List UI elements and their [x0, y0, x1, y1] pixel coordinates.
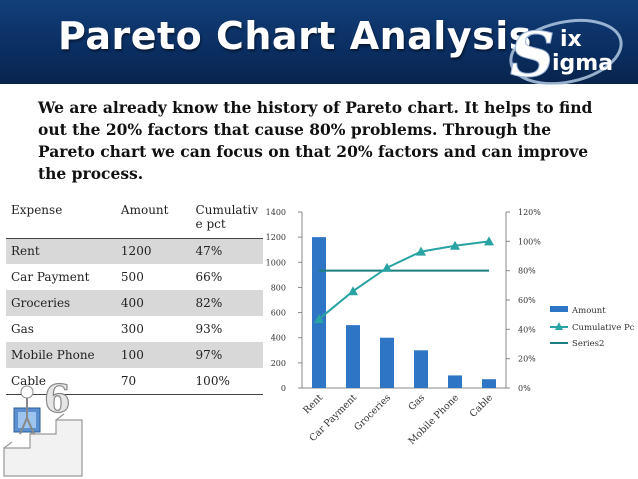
table-header-row: Expense Amount Cumulativ e pct: [6, 200, 263, 238]
y-left-tick-label: 600: [271, 309, 286, 318]
svg-text:6: 6: [44, 378, 70, 421]
y-right-tick-label: 100%: [518, 237, 541, 246]
y-right-tick-label: 60%: [518, 296, 536, 305]
y-left-tick-label: 1400: [266, 208, 286, 217]
cell-expense: Rent: [11, 244, 40, 259]
y-left-tick-label: 800: [271, 283, 286, 292]
legend-label-cumulative: Cumulative Pct: [572, 323, 634, 333]
cell-cumulative-pct: 93%: [195, 322, 223, 336]
cumulative-pct-marker: [484, 236, 494, 246]
cell-expense: Gas: [11, 322, 34, 336]
cell-expense: Groceries: [11, 296, 71, 310]
svg-text:ix: ix: [560, 27, 582, 52]
cell-expense: Cable: [11, 373, 46, 388]
legend-swatch-amount: [550, 306, 568, 312]
bar-car-payment: [346, 325, 360, 388]
y-right-tick-label: 120%: [518, 208, 541, 217]
cumulative-pct-marker: [314, 314, 324, 324]
table-row: Groceries 400 82%: [6, 290, 263, 316]
cumulative-pct-marker: [416, 246, 426, 256]
cell-amount: 300: [120, 322, 144, 336]
cumulative-pct-marker: [348, 286, 358, 296]
cumulative-pct-marker: [382, 262, 392, 272]
column-header-cumulative-pct: Cumulativ e pct: [195, 203, 258, 231]
table-row: Rent 1200 47%: [6, 238, 263, 264]
pareto-chart: 0 200 400 600 800 1000 1200 1400 0% 20% 40% 60% 80% 1…: [266, 208, 634, 447]
cumulative-pct-marker: [450, 240, 460, 250]
y-right-tick-label: 80%: [518, 267, 536, 276]
svg-text:igma: igma: [552, 51, 613, 76]
table-row: Cable 70 100%: [6, 368, 263, 394]
y-right-tick-label: 0%: [518, 384, 531, 393]
bar-rent: [312, 237, 326, 388]
stairs-figure-illustration: 6: [3, 378, 83, 477]
table-row: Gas 300 93%: [6, 316, 263, 342]
cell-cumulative-pct: 82%: [195, 296, 223, 310]
cell-expense: Car Payment: [11, 270, 90, 284]
legend-marker-cumulative: [555, 322, 563, 330]
column-header-expense: Expense: [11, 203, 63, 217]
y-right-tick-label: 20%: [518, 355, 536, 364]
column-header-amount: Amount: [120, 203, 169, 217]
six-sigma-logo: S ix igma: [509, 18, 623, 90]
bar-groceries: [380, 337, 394, 388]
y-left-tick-label: 200: [271, 359, 286, 368]
y-left-tick-label: 400: [271, 334, 286, 343]
cell-amount: 100: [120, 348, 144, 362]
cumulative-pct-line: [318, 240, 490, 320]
bar-mobile-phone: [448, 375, 462, 388]
header-banner: Pareto Chart Analysis: [0, 0, 638, 84]
intro-paragraph: We are already know the history of Paret…: [38, 98, 593, 183]
x-tick-label: Gas: [407, 392, 428, 413]
cell-amount: 400: [120, 296, 144, 310]
table-row: Mobile Phone 100 97%: [6, 342, 263, 368]
y-right-tick-label: 40%: [518, 325, 536, 334]
cell-cumulative-pct: 66%: [195, 270, 223, 284]
legend-label-series2: Series2: [572, 339, 604, 349]
cell-amount: 70: [120, 373, 137, 388]
page-title: Pareto Chart Analysis: [58, 14, 532, 58]
cell-expense: Mobile Phone: [11, 348, 95, 362]
table-row: Car Payment 500 66%: [6, 264, 263, 290]
x-tick-label: Cable: [468, 392, 496, 420]
cell-cumulative-pct: 97%: [195, 348, 223, 362]
svg-text:S: S: [510, 18, 555, 90]
y-left-tick-label: 1200: [266, 233, 286, 242]
x-tick-label: Groceries: [352, 392, 393, 433]
y-left-tick-label: 0: [281, 384, 286, 393]
legend-label-amount: Amount: [571, 306, 606, 316]
bar-cable: [482, 379, 496, 388]
cell-cumulative-pct: 100%: [195, 373, 230, 388]
y-left-tick-label: 1000: [266, 258, 286, 267]
cell-cumulative-pct: 47%: [195, 244, 223, 259]
cell-amount: 500: [120, 270, 144, 284]
x-tick-label: Rent: [301, 392, 325, 416]
cell-amount: 1200: [120, 244, 152, 259]
bar-gas: [414, 350, 428, 388]
expense-table: Expense Amount Cumulativ e pct Rent 1200…: [6, 200, 263, 395]
